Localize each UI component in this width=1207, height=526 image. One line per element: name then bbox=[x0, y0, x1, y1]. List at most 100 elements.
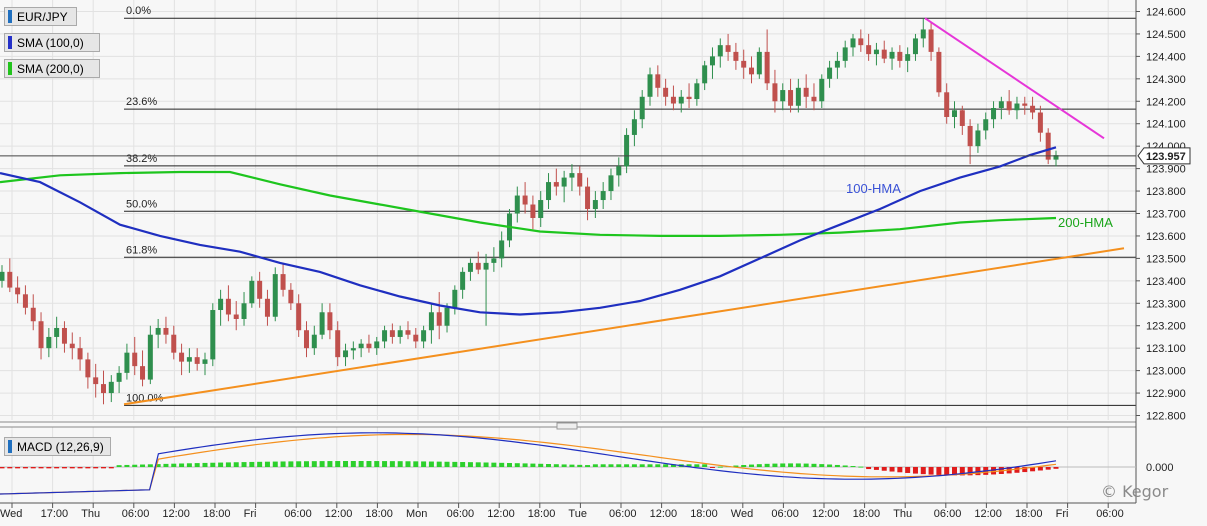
hma200-line bbox=[0, 170, 1057, 237]
candle-body bbox=[639, 96, 645, 120]
macd-histogram-bar bbox=[514, 463, 520, 467]
macd-histogram-bar bbox=[585, 465, 591, 467]
macd-histogram-bar bbox=[69, 467, 75, 469]
candle-body bbox=[444, 307, 450, 326]
macd-badge[interactable]: MACD (12,26,9) bbox=[4, 437, 111, 456]
macd-histogram-bar bbox=[811, 463, 817, 467]
macd-histogram-bar bbox=[780, 463, 786, 467]
candle-body bbox=[179, 352, 185, 362]
candle-body bbox=[428, 312, 434, 331]
macd-histogram-bar bbox=[319, 461, 325, 467]
time-tick-label: 06:00 bbox=[1096, 508, 1124, 520]
hma200-annotation: 200-HMA bbox=[1058, 215, 1113, 230]
macd-histogram-bar bbox=[397, 461, 403, 467]
price-tick-label: 124.300 bbox=[1146, 74, 1186, 86]
macd-histogram-bar bbox=[827, 464, 833, 467]
candle-body bbox=[1037, 112, 1043, 133]
macd-histogram-bar bbox=[561, 464, 567, 467]
candle-body bbox=[460, 271, 466, 290]
time-tick-label: 12:00 bbox=[974, 508, 1002, 520]
candle-body bbox=[140, 366, 146, 380]
candle-body bbox=[22, 294, 28, 308]
candle-body bbox=[374, 341, 380, 349]
price-tick-label: 124.400 bbox=[1146, 51, 1186, 63]
time-tick-label: 06:00 bbox=[122, 508, 150, 520]
candle-body bbox=[319, 312, 325, 335]
macd-histogram-bar bbox=[452, 461, 458, 467]
candle-body bbox=[819, 78, 825, 102]
macd-histogram-bar bbox=[749, 464, 755, 467]
macd-histogram-bar bbox=[936, 467, 942, 475]
macd-histogram-bar bbox=[467, 462, 473, 467]
candle-body bbox=[616, 166, 622, 176]
macd-histogram-bar bbox=[77, 467, 83, 469]
macd-histogram-bar bbox=[38, 467, 44, 469]
macd-histogram-bar bbox=[233, 462, 239, 467]
symbol-swatch bbox=[8, 10, 12, 23]
current-price-tag bbox=[1137, 147, 1191, 165]
candle-body bbox=[7, 271, 13, 288]
macd-histogram-bar bbox=[358, 461, 364, 467]
candle-body bbox=[303, 330, 309, 349]
macd-histogram-bar bbox=[249, 461, 255, 467]
macd-histogram-bar bbox=[795, 463, 801, 467]
macd-histogram-bar bbox=[116, 465, 122, 467]
macd-histogram-bar bbox=[592, 464, 598, 467]
macd-histogram-bar bbox=[475, 462, 481, 467]
candle-body bbox=[343, 350, 349, 358]
macd-histogram-bar bbox=[374, 461, 380, 467]
candle-body bbox=[147, 334, 153, 380]
macd-histogram-bar bbox=[991, 467, 997, 475]
time-tick-label: Fri bbox=[1056, 508, 1069, 520]
candle-body bbox=[311, 334, 317, 349]
candle-body bbox=[405, 330, 411, 335]
current-price-label: 123.957 bbox=[1146, 151, 1186, 163]
candle-body bbox=[725, 45, 731, 52]
time-tick-label: 12:00 bbox=[325, 508, 353, 520]
price-tick-label: 122.800 bbox=[1146, 411, 1186, 423]
candle-body bbox=[850, 38, 856, 48]
macd-histogram-bar bbox=[873, 467, 879, 470]
macd-histogram-bar bbox=[210, 462, 216, 467]
candle-body bbox=[756, 51, 762, 75]
candles bbox=[0, 18, 1059, 405]
candle-body bbox=[694, 83, 700, 100]
candle-body bbox=[624, 134, 630, 167]
candle-body bbox=[795, 87, 801, 106]
macd-histogram-bar bbox=[366, 461, 372, 467]
sma100-badge[interactable]: SMA (100,0) bbox=[4, 33, 100, 52]
candle-body bbox=[69, 343, 75, 349]
candle-body bbox=[46, 336, 52, 349]
macd-histogram-bar bbox=[132, 464, 138, 467]
macd-histogram-bar bbox=[834, 464, 840, 467]
symbol-label: EUR/JPY bbox=[17, 9, 68, 24]
macd-swatch bbox=[8, 440, 12, 453]
candle-body bbox=[491, 258, 497, 263]
candle-body bbox=[194, 357, 200, 364]
macd-histogram-bar bbox=[1022, 467, 1028, 473]
macd-line bbox=[0, 432, 1057, 495]
candle-body bbox=[475, 262, 481, 270]
macd-histogram-bar bbox=[967, 467, 973, 476]
macd-histogram-bar bbox=[912, 467, 918, 474]
candle-body bbox=[788, 90, 794, 106]
price-tick-label: 122.900 bbox=[1146, 388, 1186, 400]
macd-histogram-bar bbox=[194, 463, 200, 467]
macd-histogram-bar bbox=[530, 463, 536, 467]
fib-label: 50.0% bbox=[126, 198, 157, 210]
candle-body bbox=[991, 108, 997, 120]
macd-histogram-bar bbox=[1045, 467, 1051, 470]
macd-histogram-bar bbox=[639, 464, 645, 467]
candle-body bbox=[397, 330, 403, 337]
sma200-badge[interactable]: SMA (200,0) bbox=[4, 59, 100, 78]
macd-histogram-bar bbox=[241, 462, 247, 467]
macd-histogram-bar bbox=[7, 467, 13, 469]
time-tick-label: Thu bbox=[81, 508, 100, 520]
macd-histogram-bar bbox=[311, 461, 317, 467]
symbol-badge[interactable]: EUR/JPY bbox=[4, 7, 77, 26]
candle-body bbox=[163, 327, 169, 335]
macd-histogram-bar bbox=[272, 461, 278, 467]
time-tick-label: 12:00 bbox=[162, 508, 190, 520]
macd-histogram-bar bbox=[264, 461, 270, 467]
